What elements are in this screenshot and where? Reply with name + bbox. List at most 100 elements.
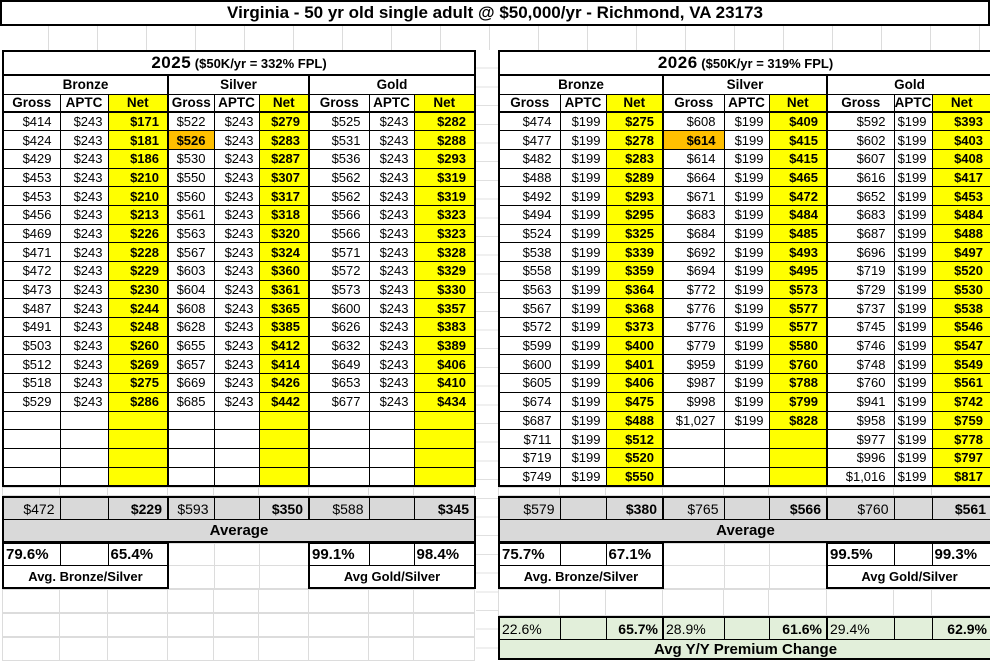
cell-2025-gold-aptc-row14[interactable]: $243 (368, 354, 415, 375)
cell-2026-bronze-aptc-row13[interactable]: $199 (559, 335, 607, 356)
cell-2026-silver-net-row4[interactable]: $465 (768, 167, 828, 188)
cell-2025-bronze-gross-row19[interactable] (2, 447, 61, 468)
cell-2025-bronze-gross-row3[interactable]: $429 (2, 148, 61, 169)
cell-2026-gold-gross-row1[interactable]: $592 (826, 111, 895, 132)
cell-2026-gold-net-row10[interactable]: $530 (931, 279, 990, 300)
cell-2025-silver-aptc-row1[interactable]: $243 (213, 111, 260, 132)
cell-2026-silver-net-row14[interactable]: $760 (768, 354, 828, 375)
cell-2026-silver-net-row5[interactable]: $472 (768, 186, 828, 206)
cell-2025-gold-net-row16[interactable]: $434 (413, 391, 476, 412)
cell-2026-gold-gross-row20[interactable]: $1,016 (826, 466, 895, 487)
cell-2025-bronze-gross-row18[interactable] (2, 429, 61, 449)
cell-2025-gold-aptc-row15[interactable]: $243 (368, 373, 415, 393)
cell-2026-bronze-aptc-row4[interactable]: $199 (559, 167, 607, 188)
cell-2026-silver-aptc-row7[interactable]: $199 (723, 223, 770, 244)
cell-2026-bronze-aptc-row3[interactable]: $199 (559, 148, 607, 169)
ratio-bronze-silver-aptc[interactable] (559, 542, 607, 566)
cell-2025-bronze-aptc-row2[interactable]: $243 (59, 130, 109, 150)
cell-2026-bronze-gross-row6[interactable]: $494 (498, 204, 561, 225)
cell-2026-bronze-aptc-row8[interactable]: $199 (559, 242, 607, 262)
cell-2026-gold-net-row1[interactable]: $393 (931, 111, 990, 132)
avg-gold-gross[interactable]: $588 (308, 496, 370, 521)
cell-2026-gold-gross-row18[interactable]: $977 (826, 429, 895, 449)
cell-2026-gold-gross-row3[interactable]: $607 (826, 148, 895, 169)
cell-2025-bronze-net-row17[interactable] (107, 410, 169, 431)
cell-2025-silver-aptc-row18[interactable] (213, 429, 260, 449)
cell-2025-gold-aptc-row10[interactable]: $243 (368, 279, 415, 300)
cell-2025-bronze-net-row1[interactable]: $171 (107, 111, 169, 132)
cell-2026-bronze-aptc-row1[interactable]: $199 (559, 111, 607, 132)
ratio-gold-silver-aptc[interactable] (893, 542, 933, 566)
cell-2026-gold-gross-row12[interactable]: $745 (826, 317, 895, 337)
ratio-gold-silver-aptc[interactable] (368, 542, 415, 566)
yoy-gold-net[interactable]: 62.9% (931, 616, 990, 640)
cell-2026-silver-aptc-row15[interactable]: $199 (723, 373, 770, 393)
cell-2026-gold-aptc-row17[interactable]: $199 (893, 410, 933, 431)
cell-2026-gold-aptc-row12[interactable]: $199 (893, 317, 933, 337)
cell-2025-gold-gross-row20[interactable] (308, 466, 370, 487)
cell-2025-gold-gross-row7[interactable]: $566 (308, 223, 370, 244)
cell-2026-gold-net-row9[interactable]: $520 (931, 261, 990, 281)
cell-2025-gold-aptc-row20[interactable] (368, 466, 415, 487)
cell-2025-bronze-aptc-row6[interactable]: $243 (59, 204, 109, 225)
avg-gold-silver-label[interactable]: Avg Gold/Silver (308, 564, 476, 590)
cell-2026-silver-aptc-row14[interactable]: $199 (723, 354, 770, 375)
cell-2025-gold-aptc-row17[interactable] (368, 410, 415, 431)
cell-2026-bronze-gross-row10[interactable]: $563 (498, 279, 561, 300)
col-header-bronze-gross[interactable]: Gross (2, 93, 61, 113)
avg-bronze-gross[interactable]: $472 (2, 496, 61, 521)
cell-2026-gold-gross-row7[interactable]: $687 (826, 223, 895, 244)
avg-bronze-net[interactable]: $229 (107, 496, 169, 521)
cell-2025-silver-aptc-row19[interactable] (213, 447, 260, 468)
cell-2025-gold-aptc-row8[interactable]: $243 (368, 242, 415, 262)
cell-2025-silver-net-row15[interactable]: $426 (258, 373, 310, 393)
cell-2026-gold-net-row4[interactable]: $417 (931, 167, 990, 188)
yoy-silver-net[interactable]: 61.6% (768, 616, 828, 640)
cell-2025-gold-gross-row4[interactable]: $562 (308, 167, 370, 188)
cell-2025-bronze-net-row20[interactable] (107, 466, 169, 487)
cell-2025-silver-gross-row12[interactable]: $628 (167, 317, 215, 337)
cell-2025-gold-gross-row12[interactable]: $626 (308, 317, 370, 337)
cell-2026-bronze-net-row18[interactable]: $512 (605, 429, 664, 449)
yoy-bronze-net[interactable]: 65.7% (605, 616, 664, 640)
cell-2025-bronze-aptc-row17[interactable] (59, 410, 109, 431)
avg-gold-gross[interactable]: $760 (826, 496, 895, 521)
cell-2026-bronze-gross-row2[interactable]: $477 (498, 130, 561, 150)
ratio-bronze-silver-aptc[interactable] (59, 542, 109, 566)
cell-2025-gold-net-row9[interactable]: $329 (413, 261, 476, 281)
cell-2026-gold-net-row19[interactable]: $797 (931, 447, 990, 468)
ratio-gold-silver-gross[interactable]: 99.5% (826, 542, 895, 566)
cell-2026-silver-gross-row9[interactable]: $694 (662, 261, 725, 281)
cell-2025-silver-net-row7[interactable]: $320 (258, 223, 310, 244)
cell-2026-silver-net-row7[interactable]: $485 (768, 223, 828, 244)
cell-2025-silver-net-row18[interactable] (258, 429, 310, 449)
cell-2025-gold-aptc-row2[interactable]: $243 (368, 130, 415, 150)
cell-2025-bronze-net-row8[interactable]: $228 (107, 242, 169, 262)
cell-2026-silver-net-row11[interactable]: $577 (768, 298, 828, 319)
cell-2026-bronze-gross-row15[interactable]: $605 (498, 373, 561, 393)
cell-2026-bronze-aptc-row6[interactable]: $199 (559, 204, 607, 225)
yoy-gold-aptc[interactable] (893, 616, 933, 640)
cell-2026-gold-aptc-row16[interactable]: $199 (893, 391, 933, 412)
cell-2026-gold-gross-row14[interactable]: $748 (826, 354, 895, 375)
cell-2026-bronze-aptc-row11[interactable]: $199 (559, 298, 607, 319)
cell-2026-silver-gross-row18[interactable] (662, 429, 725, 449)
ratio-bronze-silver-net[interactable]: 65.4% (107, 542, 169, 566)
cell-2026-silver-gross-row2[interactable]: $614 (662, 130, 725, 150)
cell-2026-silver-net-row6[interactable]: $484 (768, 204, 828, 225)
cell-2026-bronze-aptc-row12[interactable]: $199 (559, 317, 607, 337)
cell-2026-silver-gross-row19[interactable] (662, 447, 725, 468)
cell-2025-silver-aptc-row3[interactable]: $243 (213, 148, 260, 169)
cell-2025-bronze-gross-row17[interactable] (2, 410, 61, 431)
cell-2026-bronze-net-row14[interactable]: $401 (605, 354, 664, 375)
cell-2025-bronze-aptc-row3[interactable]: $243 (59, 148, 109, 169)
cell-2026-gold-aptc-row18[interactable]: $199 (893, 429, 933, 449)
cell-2025-bronze-aptc-row10[interactable]: $243 (59, 279, 109, 300)
cell-2026-silver-gross-row11[interactable]: $776 (662, 298, 725, 319)
cell-2026-silver-gross-row15[interactable]: $987 (662, 373, 725, 393)
cell-2026-gold-aptc-row8[interactable]: $199 (893, 242, 933, 262)
cell-2025-silver-net-row5[interactable]: $317 (258, 186, 310, 206)
cell-2026-gold-gross-row2[interactable]: $602 (826, 130, 895, 150)
metal-header-bronze[interactable]: Bronze (498, 74, 664, 95)
col-header-silver-gross[interactable]: Gross (662, 93, 725, 113)
